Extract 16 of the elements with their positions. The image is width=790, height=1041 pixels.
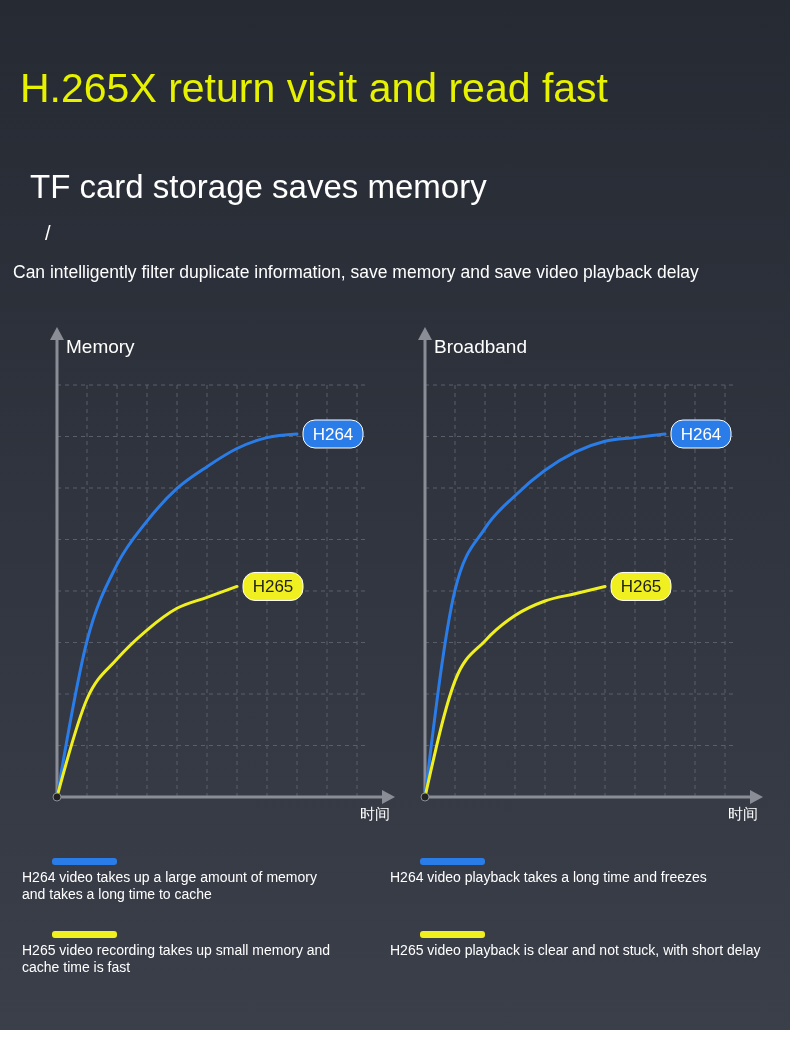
- series-label: H264: [680, 425, 722, 444]
- series-label: H265: [252, 577, 294, 597]
- chart-subtitle: TF card storage saves memory: [30, 168, 488, 205]
- text: Can intelligently filter duplicate information, save memory and save video playback delay: [13, 262, 700, 282]
- chart-title: H.265X return visit and read fast: [20, 65, 609, 111]
- y-axis-title: Broadband: [434, 336, 527, 357]
- text: H265 video playback is clear and not stuck, with short delay: [390, 942, 761, 958]
- y-axis-title: Memory: [66, 336, 136, 357]
- text: H264 video takes up a large amount of memory and takes a long time to cache: [22, 869, 317, 902]
- x-axis-title: 时间: [360, 805, 390, 822]
- text: H264 video playback takes a long time and freezes: [390, 869, 707, 885]
- text: /: [45, 222, 51, 244]
- series-label: H264: [312, 425, 354, 444]
- text: H265 video recording takes up small memory and cache time is fast: [22, 942, 331, 975]
- series-label: H265: [620, 577, 662, 597]
- x-axis-title: 时间: [728, 805, 758, 822]
